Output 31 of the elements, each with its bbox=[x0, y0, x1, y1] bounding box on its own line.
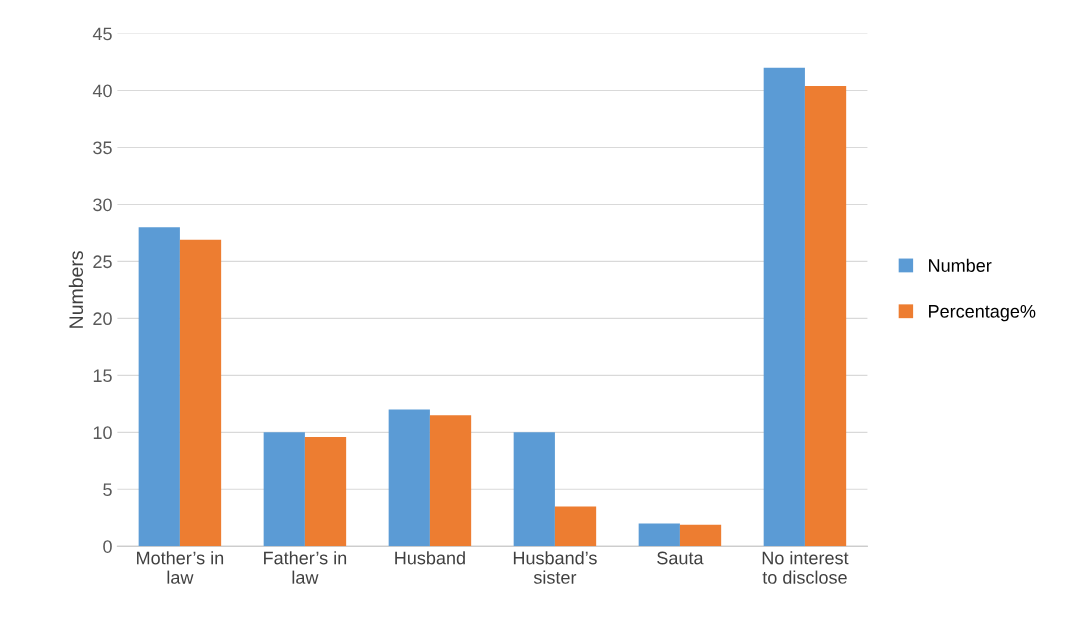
y-tick-label: 35 bbox=[93, 141, 112, 155]
bar bbox=[388, 409, 430, 547]
bar bbox=[429, 415, 472, 547]
y-axis-title: Numbers bbox=[68, 251, 84, 328]
x-tick-label: Husband’s sister bbox=[513, 551, 597, 584]
bar bbox=[804, 85, 847, 547]
y-tick-label: 15 bbox=[93, 369, 112, 383]
x-tick-label: Husband bbox=[395, 551, 465, 565]
x-tick-label: Sauta bbox=[657, 551, 704, 565]
y-tick-label: 45 bbox=[92, 27, 112, 41]
bar bbox=[263, 432, 305, 547]
bar bbox=[554, 506, 597, 547]
bar bbox=[179, 239, 222, 547]
bar bbox=[679, 524, 722, 547]
x-tick-label: Father’s in law bbox=[264, 551, 347, 584]
y-tick-label: 30 bbox=[93, 198, 112, 212]
y-tick-label: 10 bbox=[93, 426, 112, 440]
y-tick-label: 40 bbox=[92, 84, 112, 98]
y-tick-label: 5 bbox=[103, 483, 112, 497]
legend-label: Number bbox=[929, 258, 992, 272]
y-tick-label: 25 bbox=[93, 255, 112, 269]
bar bbox=[638, 523, 680, 547]
x-tick-label: Mother’s in law bbox=[137, 551, 224, 584]
bar bbox=[763, 67, 805, 547]
y-tick-label: 0 bbox=[103, 540, 112, 553]
legend-label: Percentage% bbox=[929, 305, 1036, 322]
y-tick-label: 20 bbox=[93, 312, 112, 326]
bar bbox=[513, 432, 555, 547]
bar bbox=[304, 436, 347, 547]
bar bbox=[138, 227, 180, 547]
x-tick-label: No interest to disclose bbox=[762, 551, 849, 584]
